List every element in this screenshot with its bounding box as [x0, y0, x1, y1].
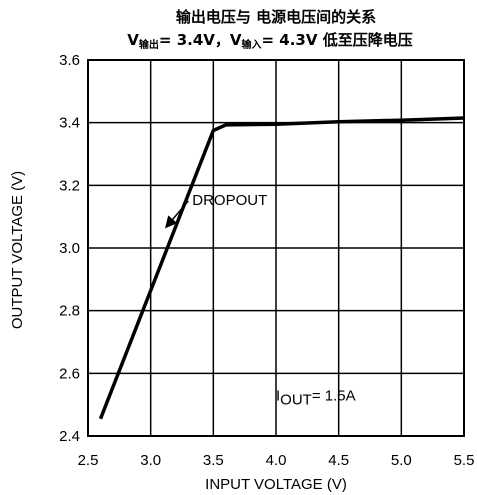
- y-tick-label: 3.6: [59, 52, 80, 69]
- x-tick-label: 5.5: [454, 452, 475, 469]
- dropout-arrow: [165, 200, 189, 229]
- series-line: [98, 116, 465, 420]
- y-axis-label: OUTPUT VOLTAGE (V): [9, 171, 26, 329]
- chart-title-group: 输出电压与 电源电压间的关系 V输出= 3.4V，V输入= 4.3V 低至压降电…: [127, 8, 412, 51]
- x-tick-label: 5.0: [391, 452, 412, 469]
- x-tick-label: 3.0: [140, 452, 161, 469]
- grid: [88, 60, 464, 436]
- x-tick-label: 3.5: [203, 452, 224, 469]
- y-tick-label: 3.2: [59, 177, 80, 194]
- y-tick-label: 2.4: [59, 428, 80, 445]
- chart-title: 输出电压与 电源电压间的关系: [176, 8, 376, 26]
- dropout-label: DROPOUT: [192, 192, 267, 209]
- y-tick-label: 3.0: [59, 240, 80, 257]
- chart-subtitle: V输出= 3.4V，V输入= 4.3V 低至压降电压: [127, 31, 412, 51]
- x-axis-label: INPUT VOLTAGE (V): [205, 476, 347, 493]
- y-tick-label: 3.4: [59, 115, 80, 132]
- iout-label: IOUT= 1.5A: [276, 387, 356, 408]
- y-tick-label: 2.8: [59, 303, 80, 320]
- y-tick-label: 2.6: [59, 365, 80, 382]
- x-tick-label: 4.5: [328, 452, 349, 469]
- x-tick-label: 4.0: [266, 452, 287, 469]
- series-group: [98, 116, 465, 420]
- plot-frame: [87, 59, 465, 437]
- annotations: DROPOUT IOUT= 1.5A: [165, 192, 356, 408]
- x-tick-label: 2.5: [78, 452, 99, 469]
- tick-labels: 2.5 3.0 3.5 4.0 4.5 5.0 5.5 2.4 2.6 2.8 3.0 3.2 3.4 3…: [59, 52, 474, 469]
